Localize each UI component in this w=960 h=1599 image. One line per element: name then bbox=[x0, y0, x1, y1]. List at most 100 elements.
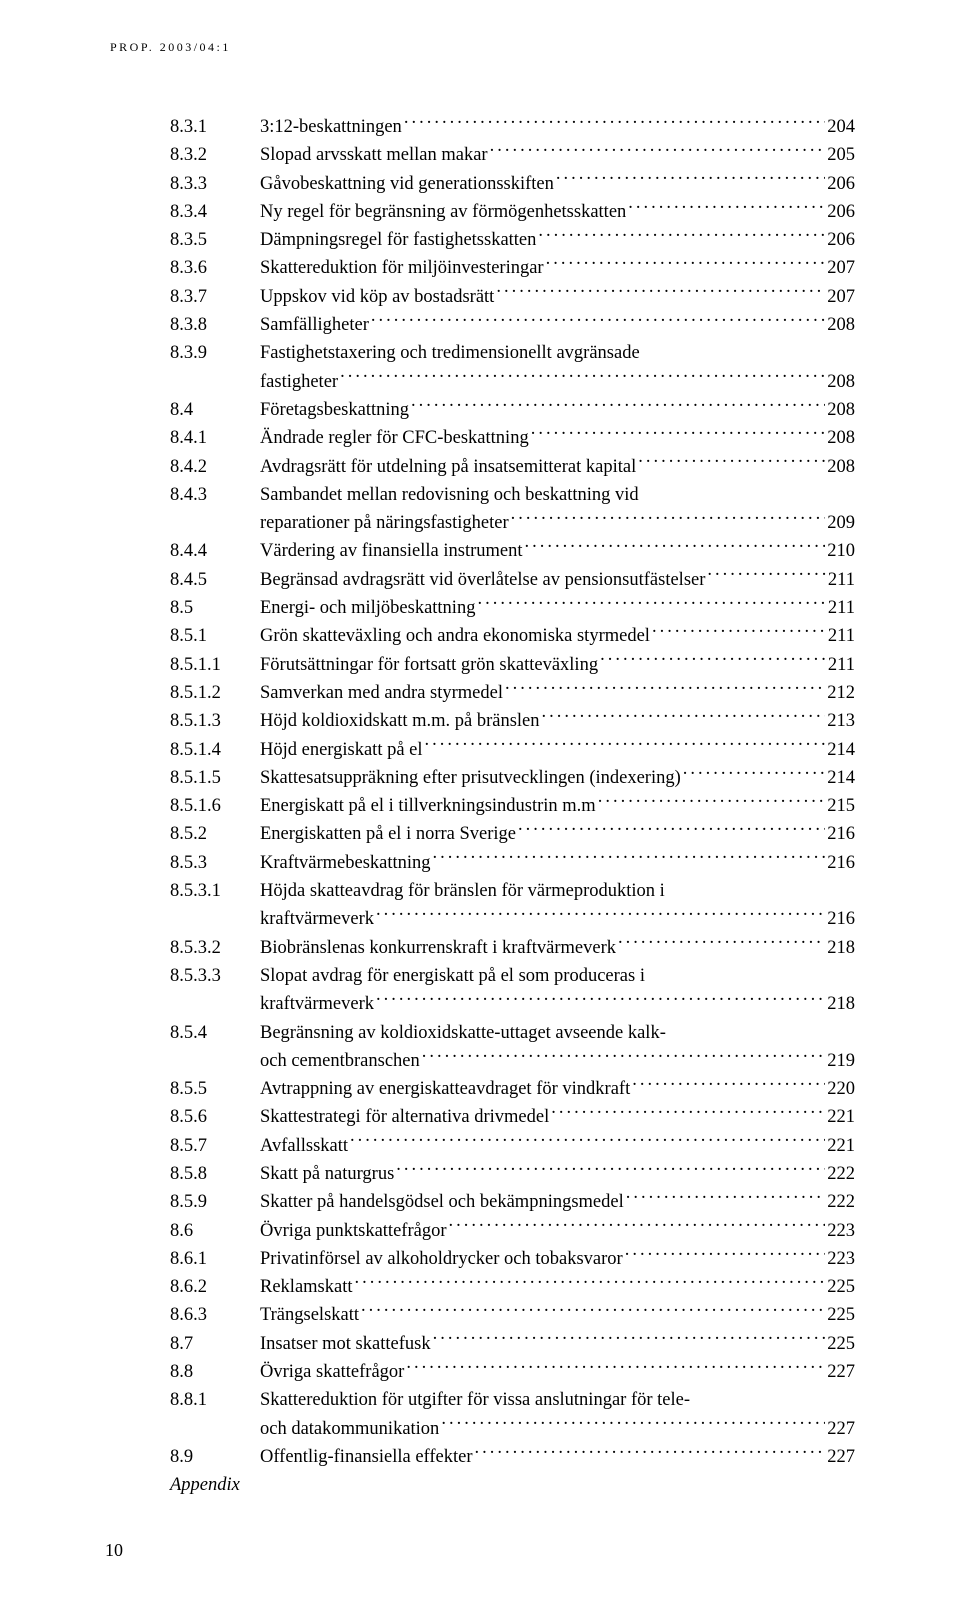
toc-leader-dots bbox=[376, 991, 825, 1010]
toc-entry: 8.4.4Värdering av finansiella instrument… bbox=[170, 537, 855, 565]
toc-leader-dots bbox=[546, 255, 826, 274]
toc-page: 208 bbox=[827, 396, 855, 424]
toc-page: 214 bbox=[827, 736, 855, 764]
toc-page: 225 bbox=[827, 1273, 855, 1301]
toc-leader-dots bbox=[556, 170, 825, 189]
toc-title: Avdragsrätt för utdelning på insatsemitt… bbox=[260, 453, 636, 481]
toc-title: Skatter på handelsgödsel och bekämpnings… bbox=[260, 1188, 624, 1216]
toc-leader-dots bbox=[525, 538, 826, 557]
toc-number: 8.3.4 bbox=[170, 198, 260, 226]
toc-number: 8.5.5 bbox=[170, 1075, 260, 1103]
toc-title: Företagsbeskattning bbox=[260, 396, 409, 424]
toc-leader-dots bbox=[490, 142, 826, 161]
toc-entry: 8.7Insatser mot skattefusk225 bbox=[170, 1330, 855, 1358]
toc-entry: 8.5.3Kraftvärmebeskattning216 bbox=[170, 849, 855, 877]
toc-leader-dots bbox=[683, 764, 826, 783]
toc-title: Begränsad avdragsrätt vid överlåtelse av… bbox=[260, 566, 705, 594]
toc-entry: 8.3.9Fastighetstaxering och tredimension… bbox=[170, 339, 855, 367]
toc-number: 8.5.1.5 bbox=[170, 764, 260, 792]
toc-page: 216 bbox=[827, 905, 855, 933]
toc-page: 211 bbox=[828, 566, 855, 594]
toc-title: Dämpningsregel för fastighetsskatten bbox=[260, 226, 536, 254]
toc-entry: 8.8.1Skattereduktion för utgifter för vi… bbox=[170, 1386, 855, 1414]
toc-entry: 8.5.3.1Höjda skatteavdrag för bränslen f… bbox=[170, 877, 855, 905]
toc-page: 206 bbox=[827, 170, 855, 198]
toc-page: 207 bbox=[827, 254, 855, 282]
toc-leader-dots bbox=[441, 1415, 825, 1434]
toc-title: Skattestrategi för alternativa drivmedel bbox=[260, 1103, 549, 1131]
toc-title: Övriga punktskattefrågor bbox=[260, 1217, 446, 1245]
toc-page: 227 bbox=[827, 1358, 855, 1386]
toc-title: Slopat avdrag för energiskatt på el som … bbox=[260, 962, 645, 990]
toc-number: 8.5.4 bbox=[170, 1019, 260, 1047]
toc-leader-dots bbox=[448, 1217, 825, 1236]
toc-appendix: Appendix bbox=[170, 1471, 855, 1499]
toc-title: Offentlig-finansiella effekter bbox=[260, 1443, 473, 1471]
toc-title: Skattereduktion för utgifter för vissa a… bbox=[260, 1386, 690, 1414]
toc-title: Reklamskatt bbox=[260, 1273, 352, 1301]
toc-leader-dots bbox=[511, 510, 826, 529]
toc-leader-dots bbox=[551, 1104, 825, 1123]
toc-entry: 8.5.1.3Höjd koldioxidskatt m.m. på bräns… bbox=[170, 707, 855, 735]
toc-number: 8.5.6 bbox=[170, 1103, 260, 1131]
toc-leader-dots bbox=[422, 1047, 826, 1066]
toc-number: 8.5.9 bbox=[170, 1188, 260, 1216]
toc-title: Skattereduktion för miljöinvesteringar bbox=[260, 254, 544, 282]
toc-number: 8.5.2 bbox=[170, 820, 260, 848]
toc-entry: 8.5.9Skatter på handelsgödsel och bekämp… bbox=[170, 1188, 855, 1216]
toc-page: 206 bbox=[827, 198, 855, 226]
toc-title: Höjd energiskatt på el bbox=[260, 736, 423, 764]
toc-title: Övriga skattefrågor bbox=[260, 1358, 404, 1386]
toc-number: 8.4.3 bbox=[170, 481, 260, 509]
toc-leader-dots bbox=[406, 1359, 825, 1378]
toc-leader-dots bbox=[626, 1189, 826, 1208]
toc-number: 8.4.4 bbox=[170, 537, 260, 565]
toc-number: 8.3.3 bbox=[170, 170, 260, 198]
toc-entry: 8.4.2Avdragsrätt för utdelning på insats… bbox=[170, 453, 855, 481]
toc-page: 223 bbox=[827, 1217, 855, 1245]
toc-leader-dots bbox=[340, 368, 825, 387]
toc-title-cont: kraftvärmeverk bbox=[260, 905, 374, 933]
toc-number: 8.6.1 bbox=[170, 1245, 260, 1273]
toc-page: 214 bbox=[827, 764, 855, 792]
toc-number: 8.3.5 bbox=[170, 226, 260, 254]
toc-page: 208 bbox=[827, 424, 855, 452]
toc-leader-dots bbox=[371, 312, 825, 331]
toc-leader-dots bbox=[376, 906, 825, 925]
toc-entry: 8.4.1Ändrade regler för CFC-beskattning 2… bbox=[170, 424, 855, 452]
toc-page: 220 bbox=[827, 1075, 855, 1103]
toc-number: 8.3.6 bbox=[170, 254, 260, 282]
toc-entry: 8.3.5Dämpningsregel för fastighetsskatte… bbox=[170, 226, 855, 254]
toc-page: 223 bbox=[827, 1245, 855, 1273]
toc-entry: 8.5.6Skattestrategi för alternativa driv… bbox=[170, 1103, 855, 1131]
toc-leader-dots bbox=[542, 708, 826, 727]
toc-number: 8.4.1 bbox=[170, 424, 260, 452]
toc-number: 8.9 bbox=[170, 1443, 260, 1471]
toc-leader-dots bbox=[538, 227, 825, 246]
toc-title: Ändrade regler för CFC-beskattning bbox=[260, 424, 529, 452]
toc-leader-dots bbox=[531, 425, 826, 444]
toc-leader-dots bbox=[411, 396, 825, 415]
toc-entry: 8.3.4Ny regel för begränsning av förmöge… bbox=[170, 198, 855, 226]
toc-number: 8.5.3 bbox=[170, 849, 260, 877]
toc-entry-continuation: och datakommunikation227 bbox=[170, 1415, 855, 1443]
toc-leader-dots bbox=[505, 679, 825, 698]
toc-leader-dots bbox=[404, 114, 825, 133]
toc-entry: 8.5.4Begränsning av koldioxidskatte-utta… bbox=[170, 1019, 855, 1047]
toc-title-cont: och datakommunikation bbox=[260, 1415, 439, 1443]
toc-number: 8.5.8 bbox=[170, 1160, 260, 1188]
page-number: 10 bbox=[105, 1540, 123, 1561]
toc-page: 218 bbox=[827, 990, 855, 1018]
toc-leader-dots bbox=[707, 566, 826, 585]
toc-page: 218 bbox=[827, 934, 855, 962]
toc-title-cont: fastigheter bbox=[260, 368, 338, 396]
toc-page: 210 bbox=[827, 537, 855, 565]
toc-title: Energiskatt på el i tillverkningsindustr… bbox=[260, 792, 596, 820]
toc-number: 8.5.7 bbox=[170, 1132, 260, 1160]
toc-entry: 8.5.7Avfallsskatt221 bbox=[170, 1132, 855, 1160]
toc-entry-continuation: reparationer på näringsfastigheter209 bbox=[170, 509, 855, 537]
toc-number: 8.5.1.4 bbox=[170, 736, 260, 764]
toc-page: 211 bbox=[828, 594, 855, 622]
toc-page: 207 bbox=[827, 283, 855, 311]
toc-title: Avfallsskatt bbox=[260, 1132, 348, 1160]
